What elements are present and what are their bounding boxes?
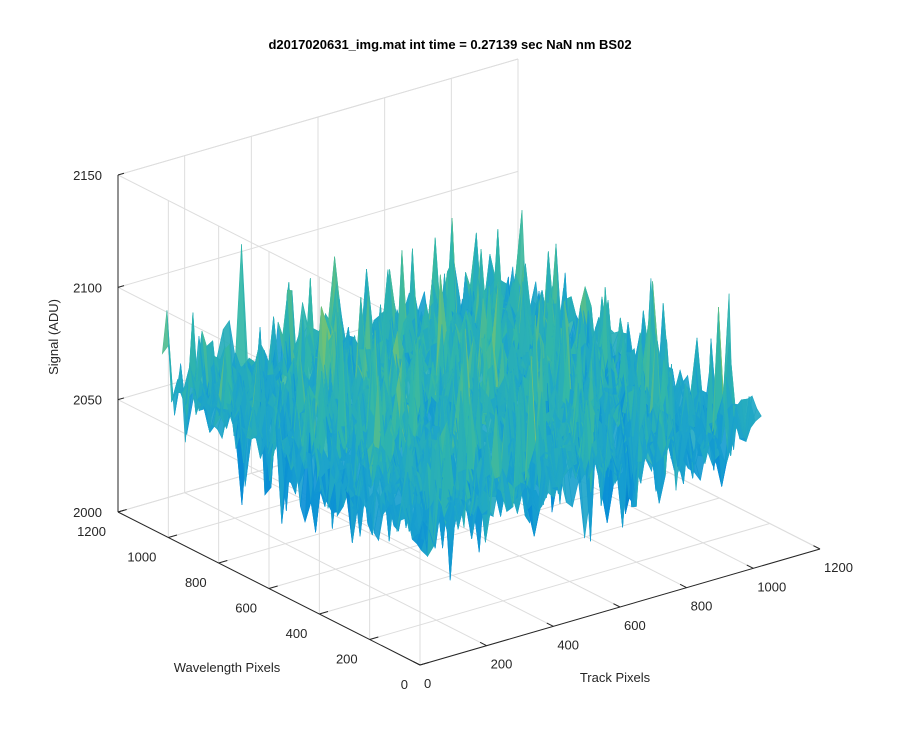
x-tick-label: 1000 bbox=[757, 579, 786, 594]
x-tick-label: 600 bbox=[624, 618, 646, 633]
z-tick bbox=[117, 172, 125, 176]
y-tick-label: 1200 bbox=[77, 524, 106, 539]
x-tick bbox=[746, 564, 754, 569]
z-tick bbox=[117, 509, 125, 513]
x-tick bbox=[546, 622, 554, 627]
floor-grid-y bbox=[369, 523, 770, 640]
y-tick-label: 600 bbox=[235, 601, 257, 616]
back-wall-grid-z bbox=[117, 170, 519, 288]
x-tick bbox=[613, 603, 621, 608]
y-tick bbox=[369, 636, 379, 640]
z-tick-label: 2100 bbox=[73, 280, 102, 295]
y-tick bbox=[319, 611, 329, 615]
z-tick bbox=[117, 397, 125, 401]
y-tick-label: 200 bbox=[336, 652, 358, 667]
y-tick-label: 0 bbox=[401, 677, 408, 692]
box-edge bbox=[117, 58, 519, 176]
y-axis-label: Wavelength Pixels bbox=[174, 660, 281, 675]
floor-grid-y bbox=[319, 497, 720, 615]
z-tick-label: 2150 bbox=[73, 168, 102, 183]
x-tick bbox=[679, 583, 687, 589]
axis-layer: 0 200 400 600 800 1000 1200 0 200 400 600 800 1000 12… bbox=[73, 168, 853, 692]
x-tick-label: 400 bbox=[557, 637, 579, 652]
x-tick bbox=[479, 641, 487, 647]
z-tick-label: 2000 bbox=[73, 505, 102, 520]
y-tick bbox=[168, 534, 178, 538]
y-tick bbox=[218, 560, 228, 564]
y-tick-label: 1000 bbox=[127, 550, 156, 565]
z-tick bbox=[117, 285, 125, 288]
x-tick bbox=[413, 661, 421, 666]
z-tick-label: 2050 bbox=[73, 393, 102, 408]
surface-layer bbox=[161, 210, 762, 581]
x-tick bbox=[813, 545, 821, 550]
x-axis-label: Track Pixels bbox=[580, 670, 651, 685]
y-tick bbox=[268, 585, 278, 589]
y-tick-label: 400 bbox=[286, 626, 308, 641]
z-axis-label: Signal (ADU) bbox=[46, 299, 61, 375]
y-tick bbox=[419, 662, 429, 666]
x-tick-label: 0 bbox=[424, 676, 431, 691]
x-tick-label: 200 bbox=[491, 657, 513, 672]
x-tick-label: 800 bbox=[691, 599, 713, 614]
y-tick-label: 800 bbox=[185, 575, 207, 590]
surface-patch bbox=[750, 407, 762, 428]
chart-title: d2017020631_img.mat int time = 0.27139 s… bbox=[268, 37, 631, 52]
x-tick-label: 1200 bbox=[824, 560, 853, 575]
